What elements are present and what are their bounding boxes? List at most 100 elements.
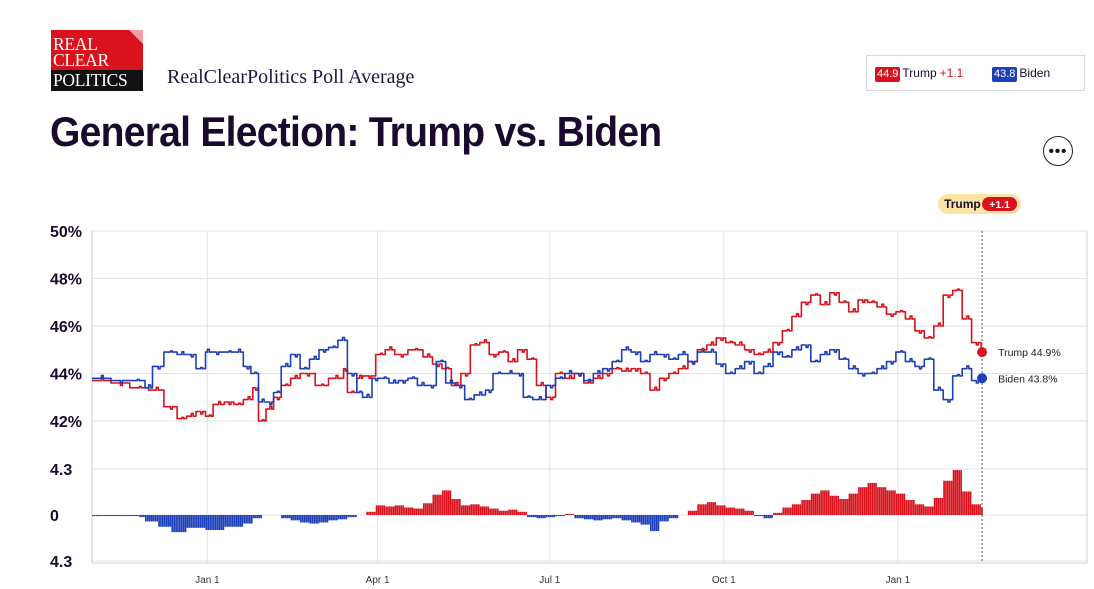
spread-bar xyxy=(625,515,628,521)
spread-bar xyxy=(788,507,790,515)
spread-bar xyxy=(869,482,872,515)
trump-value-badge: 44.9 xyxy=(875,67,901,82)
spread-bar xyxy=(782,507,785,515)
spread-bar xyxy=(538,515,541,519)
spread-bar xyxy=(349,515,351,518)
spread-bar xyxy=(451,498,454,515)
spread-bar xyxy=(833,495,836,515)
spread-bar xyxy=(589,515,592,520)
spread-bar xyxy=(373,511,376,515)
legend-biden[interactable]: 43.8 Biden xyxy=(992,66,1050,82)
spread-bar xyxy=(964,491,966,515)
page-title: General Election: Trump vs. Biden xyxy=(50,108,662,155)
biden-value-badge: 43.8 xyxy=(992,67,1018,82)
spread-bar xyxy=(763,515,766,519)
biden-series-line[interactable] xyxy=(92,336,982,406)
legend-trump-spread: +1.1 xyxy=(939,66,964,80)
spread-bar xyxy=(377,505,380,515)
spread-bar xyxy=(182,515,185,533)
legend-trump[interactable]: 44.9 Trump +1.1 xyxy=(875,66,963,82)
spread-bar xyxy=(161,515,164,527)
spread-bar xyxy=(648,515,650,525)
spread-bar xyxy=(413,508,416,515)
spread-bar xyxy=(190,515,193,528)
spread-bar xyxy=(642,515,645,525)
spread-bar xyxy=(793,504,796,515)
spread-bar xyxy=(850,493,853,515)
spread-bar xyxy=(141,515,143,518)
spread-bar xyxy=(805,500,807,515)
spread-bar xyxy=(971,504,974,515)
spread-bar xyxy=(947,480,949,515)
spread-bar xyxy=(188,515,191,528)
spread-bar xyxy=(196,515,198,528)
spread-bar xyxy=(846,498,849,515)
spread-bar xyxy=(455,498,457,515)
spread-bar xyxy=(585,515,588,520)
x-tick-label: Jul 1 xyxy=(539,575,561,586)
spread-bar xyxy=(598,515,601,521)
spread-bar xyxy=(731,507,734,515)
spread-bar xyxy=(213,515,215,530)
spread-bar xyxy=(114,515,117,517)
spread-bar xyxy=(897,493,900,515)
more-options-button[interactable]: ••• xyxy=(1043,136,1073,166)
spread-bar xyxy=(504,510,507,515)
spread-bar xyxy=(517,511,520,515)
spread-bar xyxy=(542,515,544,519)
spread-bar xyxy=(252,515,255,519)
spread-bar xyxy=(247,515,249,524)
spread-bar xyxy=(547,515,550,518)
spread-bar xyxy=(105,515,107,517)
rcp-logo[interactable]: REAL CLEAR POLITICS xyxy=(51,30,143,91)
spread-bar xyxy=(563,515,565,517)
spread-bar xyxy=(116,515,119,517)
spread-bar xyxy=(676,515,679,519)
biden-end-point[interactable] xyxy=(977,373,988,384)
logo-word-2: CLEAR xyxy=(53,50,109,70)
spread-bar xyxy=(237,515,240,527)
spread-bar xyxy=(93,515,96,517)
spread-bar xyxy=(458,498,461,515)
spread-bar xyxy=(633,515,635,523)
spread-bar xyxy=(937,497,940,515)
spread-bar xyxy=(371,511,374,515)
spread-bar xyxy=(445,490,448,515)
spread-bar xyxy=(421,508,423,515)
spread-bar xyxy=(814,493,817,515)
spread-bar xyxy=(591,515,594,520)
spread-bar xyxy=(636,515,639,523)
spread-bar xyxy=(697,504,700,515)
spread-bar xyxy=(301,515,304,523)
logo-word-1: REAL xyxy=(53,34,98,54)
spread-bar xyxy=(860,487,862,515)
spread-bar xyxy=(920,504,923,515)
trump-end-point[interactable] xyxy=(977,347,988,358)
spread-bar xyxy=(844,498,847,515)
spread-bar xyxy=(228,515,230,527)
spread-bar xyxy=(305,515,308,523)
spread-bar xyxy=(249,515,251,524)
spread-bar xyxy=(216,515,219,530)
spread-bar xyxy=(723,505,726,515)
logo-word-3: POLITICS xyxy=(51,70,143,91)
x-tick-label: Apr 1 xyxy=(366,575,390,586)
spread-bar xyxy=(615,515,618,519)
spread-bar xyxy=(553,515,556,518)
spread-bar xyxy=(825,490,828,515)
spread-bar xyxy=(339,515,342,520)
spread-bar xyxy=(744,510,747,515)
spread-bar xyxy=(631,515,633,523)
spread-bar xyxy=(245,515,247,524)
spread-bar xyxy=(336,515,338,521)
spread-bar xyxy=(436,494,438,515)
spread-bar xyxy=(112,515,115,517)
spread-bar xyxy=(901,493,904,515)
spread-bar xyxy=(379,505,382,515)
x-tick-label: Jan 1 xyxy=(195,575,220,586)
y-tick-label: 44% xyxy=(50,367,82,384)
trump-series-line[interactable] xyxy=(92,288,982,422)
spread-bar xyxy=(103,515,106,517)
spread-bar xyxy=(163,515,166,527)
spread-bar xyxy=(950,480,953,515)
